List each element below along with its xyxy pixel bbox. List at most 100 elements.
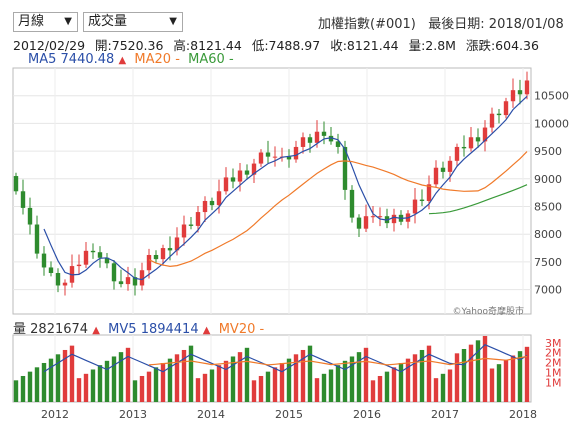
candle-body bbox=[139, 270, 145, 286]
last-date: 2018/01/08 bbox=[488, 17, 564, 32]
chart-header: 加權指數(#001) 最後日期: 2018/01/08 bbox=[318, 13, 564, 32]
volume-bar bbox=[167, 358, 173, 402]
volume-bar bbox=[174, 354, 180, 402]
ma5-value: 7440.48 bbox=[60, 52, 115, 67]
volume-bar bbox=[419, 349, 425, 402]
volume-bar bbox=[223, 360, 229, 402]
watermark: ©Yahoo奇摩股市 bbox=[453, 305, 525, 317]
candle-body bbox=[510, 90, 516, 102]
candle-body bbox=[20, 191, 26, 208]
volume-frame bbox=[12, 334, 532, 403]
candle-body bbox=[377, 216, 383, 218]
candle-body bbox=[489, 113, 495, 128]
price-tick-label: 8500 bbox=[534, 201, 562, 214]
candle-body bbox=[419, 199, 425, 201]
mv5-up-arrow-icon: ▲ bbox=[202, 325, 211, 336]
volume-bar bbox=[426, 345, 432, 402]
mv20-label: MV20 bbox=[218, 322, 256, 337]
candle-body bbox=[258, 152, 264, 164]
volume-bar bbox=[363, 347, 369, 402]
volume-bar bbox=[139, 375, 145, 402]
volume-bar bbox=[125, 347, 131, 402]
ma60-line bbox=[428, 184, 528, 215]
price-tick-label: 8000 bbox=[534, 228, 562, 241]
candle-body bbox=[83, 250, 89, 265]
volume-bar bbox=[272, 367, 278, 402]
volume-bar bbox=[377, 375, 383, 402]
volume-bar bbox=[314, 378, 320, 402]
ma60-label: MA60 bbox=[188, 52, 225, 67]
volume-bar bbox=[321, 373, 327, 402]
candle-body bbox=[440, 167, 446, 172]
volume-bar bbox=[195, 378, 201, 402]
x-tick-label: 2013 bbox=[119, 408, 147, 421]
candle-body bbox=[342, 146, 348, 190]
candle-body bbox=[496, 113, 502, 116]
candle-body bbox=[356, 217, 362, 229]
quote-close: 收:8121.44 bbox=[330, 38, 399, 53]
period-select[interactable]: 月線 ▼ bbox=[13, 12, 78, 32]
candle-body bbox=[41, 253, 47, 268]
price-tick-label: 9000 bbox=[534, 173, 562, 186]
candle-body bbox=[447, 160, 453, 172]
volume-bar bbox=[496, 364, 502, 402]
volume-bar bbox=[251, 380, 257, 402]
volume-tick-label: 2M bbox=[545, 357, 562, 370]
volume-bar bbox=[83, 373, 89, 402]
chevron-down-icon: ▼ bbox=[169, 16, 177, 27]
candle-body bbox=[265, 152, 271, 157]
candle-body bbox=[524, 80, 530, 95]
volume-bar bbox=[524, 346, 530, 402]
volume-label: 量 bbox=[13, 322, 27, 337]
ma60-value: - bbox=[228, 52, 234, 67]
price-tick-label: 9500 bbox=[534, 145, 562, 158]
mv5-label: MV5 bbox=[108, 322, 137, 337]
volume-legend: 量 2821674 ▲ MV5 1894414 ▲ MV20 - bbox=[13, 318, 264, 337]
candle-body bbox=[48, 267, 54, 273]
candle-body bbox=[230, 177, 236, 182]
candle-body bbox=[426, 184, 432, 201]
candle-body bbox=[335, 141, 341, 147]
candle-body bbox=[97, 252, 103, 258]
candle-body bbox=[461, 146, 467, 149]
indicator-select-value: 成交量 bbox=[88, 14, 128, 29]
quote-date: 2012/02/29 bbox=[13, 38, 86, 53]
volume-bar bbox=[146, 371, 152, 402]
mv20-line bbox=[148, 355, 528, 366]
price-tick-label: 10500 bbox=[534, 90, 569, 103]
volume-tick-label: 3M bbox=[545, 337, 562, 350]
candle-body bbox=[62, 282, 68, 286]
candle-body bbox=[216, 191, 222, 206]
volume-bar bbox=[510, 355, 516, 402]
candle-body bbox=[237, 170, 243, 182]
candle-body bbox=[391, 214, 397, 224]
ma20-label: MA20 bbox=[134, 52, 172, 67]
candle-body bbox=[160, 248, 166, 260]
indicator-select[interactable]: 成交量 ▼ bbox=[83, 12, 183, 32]
quote-info: 2012/02/29 開:7520.36 高:8121.44 低:7488.97… bbox=[13, 35, 545, 54]
mv5-line bbox=[43, 343, 528, 373]
price-tick-label: 7000 bbox=[534, 284, 562, 297]
volume-bar bbox=[370, 380, 376, 402]
ma-legend: MA5 7440.48 ▲ MA20 - MA60 - bbox=[28, 52, 234, 67]
volume-bar bbox=[503, 359, 509, 402]
volume-bar bbox=[55, 354, 61, 402]
candle-body bbox=[412, 199, 418, 214]
volume-tick-label: 1M bbox=[545, 366, 562, 379]
candle-body bbox=[223, 177, 229, 192]
volume-bar bbox=[356, 352, 362, 402]
candle-body bbox=[328, 135, 334, 142]
price-panel: 7000 7500 8000 8500 9000 9500 10000 10500 bbox=[12, 67, 569, 315]
candle-body bbox=[454, 146, 460, 161]
candle-body bbox=[55, 273, 61, 286]
candle-body bbox=[174, 237, 180, 251]
candle-body bbox=[76, 264, 82, 267]
ma5-up-arrow-icon: ▲ bbox=[118, 55, 127, 66]
volume-bar bbox=[153, 367, 159, 402]
candle-body bbox=[272, 156, 278, 158]
volume-bar bbox=[412, 354, 418, 402]
volume-bar bbox=[300, 349, 306, 402]
candle-body bbox=[188, 224, 194, 226]
